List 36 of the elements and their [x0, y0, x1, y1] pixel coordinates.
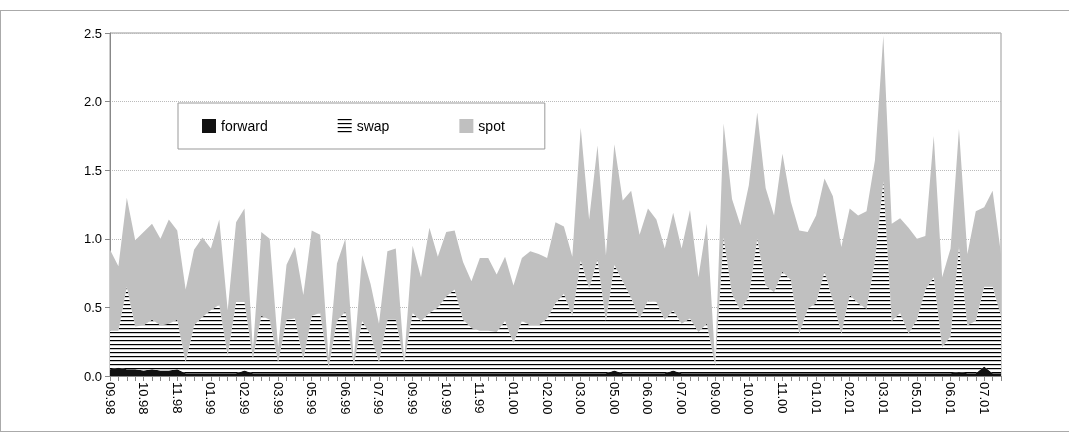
x-tick-label: 09.99 [405, 382, 421, 415]
x-tick-label: 09.00 [707, 382, 723, 415]
x-tick-label: 05.99 [304, 382, 320, 415]
x-tick-label: 03.99 [270, 382, 286, 415]
x-tick-label: 11.00 [774, 382, 790, 414]
x-tick-label: 01.01 [808, 382, 824, 415]
x-tick-label: 02.99 [236, 382, 252, 415]
x-tick-label: 06.01 [943, 382, 959, 415]
x-tick-label: 01.00 [505, 382, 521, 415]
x-tick-label: 06.99 [337, 382, 353, 415]
x-tick-label: 11.99 [472, 382, 488, 414]
y-tick-label: 1.5 [83, 162, 102, 178]
y-tick-label: 1.0 [83, 231, 102, 247]
x-tick-label: 01.99 [203, 382, 219, 415]
legend-label: forward [221, 118, 268, 134]
y-tick-label: 0.5 [83, 299, 102, 315]
x-tick-label: 07.99 [371, 382, 387, 415]
x-tick-label: 10.98 [136, 382, 152, 415]
y-tick-label: 2.5 [83, 25, 102, 41]
x-tick-label: 03.00 [573, 382, 589, 415]
x-tick-label: 07.01 [976, 382, 992, 415]
x-tick-label: 02.01 [842, 382, 858, 415]
x-tick-label: 07.00 [674, 382, 690, 415]
x-tick-label: 11.98 [169, 382, 185, 414]
x-tick-label: 05.00 [606, 382, 622, 415]
y-tick-label: 2.0 [83, 94, 102, 110]
x-tick-label: 10.00 [741, 382, 757, 415]
x-tick-label: 02.00 [539, 382, 555, 415]
x-tick-label: 06.00 [640, 382, 656, 415]
x-tick-label: 09.98 [102, 382, 118, 415]
y-tick-label: 0.0 [83, 368, 102, 384]
x-tick-label: 10.99 [438, 382, 454, 415]
x-tick-label: 03.01 [875, 382, 891, 415]
legend-label: spot [478, 118, 505, 134]
x-tick-label: 05.01 [909, 382, 925, 415]
legend-label: swap [356, 118, 390, 134]
